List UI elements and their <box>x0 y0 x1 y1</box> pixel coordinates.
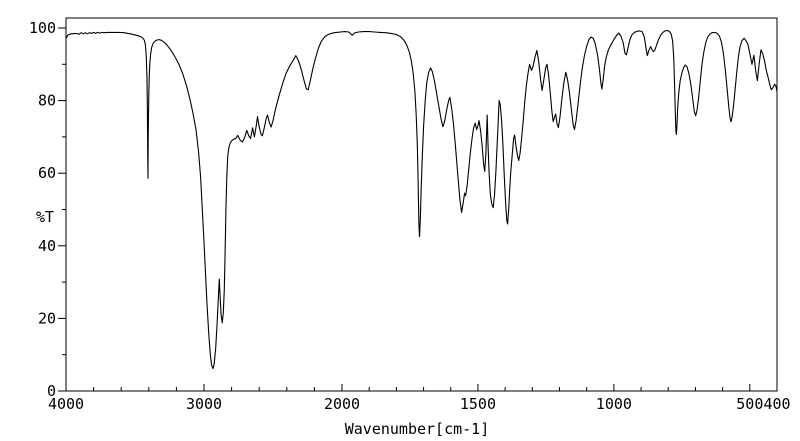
spectrum-curve <box>65 29 778 370</box>
y-tick-label: 80 <box>38 92 56 110</box>
y-tick-label: 20 <box>38 309 56 327</box>
y-tick-label: 40 <box>38 237 56 255</box>
x-tick-label: 4000 <box>48 395 84 413</box>
x-tick-label: 3000 <box>186 395 222 413</box>
x-tick-label: 400 <box>763 395 790 413</box>
y-tick-label: 100 <box>29 19 56 37</box>
x-axis-title: Wavenumber[cm-1] <box>345 420 490 438</box>
spectrum-series <box>65 29 778 370</box>
x-tick-label: 1500 <box>460 395 496 413</box>
y-tick-label: 0 <box>47 382 56 400</box>
axes: 0 20 40 60 80 100 4000 3000 2000 1500 1000 500 400 <box>29 17 791 413</box>
plot-border <box>65 17 778 392</box>
y-tick-label: 60 <box>38 164 56 182</box>
x-tick-label: 2000 <box>324 395 360 413</box>
y-axis-title: %T <box>36 208 54 226</box>
x-tick-label: 500 <box>736 395 763 413</box>
x-tick-label: 1000 <box>596 395 632 413</box>
